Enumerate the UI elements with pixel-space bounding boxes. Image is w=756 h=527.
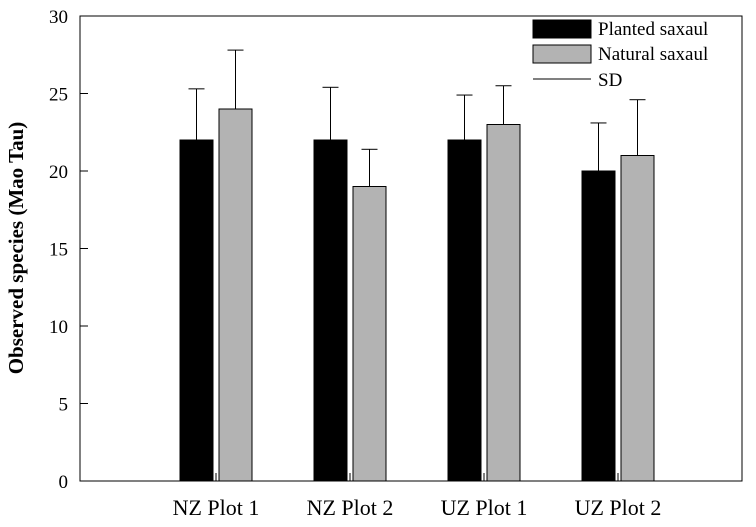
- bar-planted-3: [581, 170, 616, 482]
- y-tick-label-5: 5: [59, 395, 69, 416]
- x-tick-label: UZ Plot 2: [575, 495, 662, 520]
- legend-swatch-natural: [532, 44, 592, 64]
- y-tick-label-20: 20: [49, 162, 68, 183]
- legend: Planted saxaul Natural saxaul SD: [532, 19, 708, 91]
- bar-planted-0: [179, 139, 214, 482]
- y-axis: 0 5 10 15 20 25 30: [49, 7, 88, 493]
- y-tick-label-10: 10: [49, 317, 68, 338]
- bar-planted-1: [313, 139, 348, 482]
- y-tick-label-15: 15: [49, 240, 68, 261]
- y-tick-label-30: 30: [49, 7, 68, 28]
- bars: [179, 108, 655, 482]
- y-tick-label-25: 25: [49, 85, 68, 106]
- x-axis: NZ Plot 1 NZ Plot 2 UZ Plot 1 UZ Plot 2: [173, 473, 662, 520]
- error-bars: [188, 49, 646, 187]
- x-tick-label: NZ Plot 1: [173, 495, 260, 520]
- legend-label-planted: Planted saxaul: [598, 19, 708, 40]
- bar-natural-1: [352, 186, 387, 482]
- y-axis-label: Observed species (Mao Tau): [4, 122, 28, 375]
- x-tick-label: NZ Plot 2: [307, 495, 394, 520]
- x-tick-label: UZ Plot 1: [441, 495, 528, 520]
- bar-natural-0: [218, 108, 253, 482]
- y-tick-label-0: 0: [59, 472, 69, 493]
- bar-planted-2: [447, 139, 482, 482]
- bar-natural-2: [486, 124, 521, 482]
- bar-natural-3: [620, 155, 655, 482]
- legend-swatch-planted: [532, 19, 592, 39]
- legend-label-natural: Natural saxaul: [598, 44, 708, 65]
- legend-label-sd: SD: [598, 70, 622, 91]
